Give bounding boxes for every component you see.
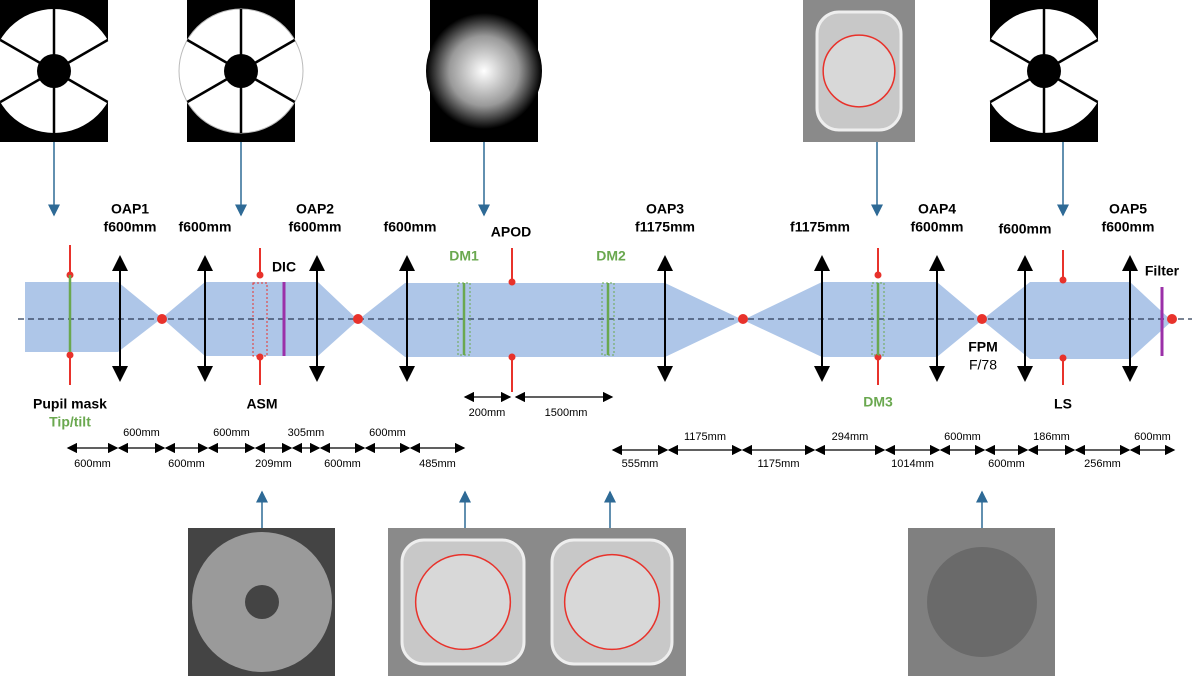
lens-focal: f1175mm — [635, 219, 695, 235]
lens-focal: f600mm — [289, 219, 342, 235]
distance-label: 600mm — [944, 431, 981, 443]
lens-name: OAP2 — [296, 201, 334, 217]
obstruction — [224, 54, 258, 88]
focus — [1167, 314, 1177, 324]
tip-tilt-label: Tip/tilt — [49, 414, 91, 430]
stage-dot — [1059, 276, 1067, 284]
beam — [25, 282, 1172, 359]
obstruction — [1027, 54, 1061, 88]
distance-label: 294mm — [832, 431, 869, 443]
filter-label: Filter — [1145, 263, 1180, 279]
dm-image — [563, 553, 661, 651]
stage-dot — [874, 271, 882, 279]
lens-name: OAP5 — [1109, 201, 1147, 217]
ls-label: LS — [1054, 396, 1072, 412]
stage-dot — [1059, 354, 1067, 362]
dm1-label: DM1 — [449, 248, 479, 264]
distance-label: 1175mm — [684, 431, 726, 443]
distance-label: 209mm — [255, 458, 292, 470]
distance-label: 555mm — [622, 458, 659, 470]
focus — [157, 314, 167, 324]
lens-focal: f600mm — [911, 219, 964, 235]
lens-name: OAP3 — [646, 201, 684, 217]
lens-focal: f1175mm — [790, 219, 850, 235]
focus — [977, 314, 987, 324]
stage-dot — [256, 271, 264, 279]
asm-label: ASM — [246, 396, 277, 412]
dm2-label: DM2 — [596, 248, 626, 264]
spacing-label: 1500mm — [545, 407, 588, 419]
apod-image — [426, 13, 542, 129]
distance-label: 600mm — [324, 458, 361, 470]
dm-image — [414, 553, 512, 651]
distance-label: 256mm — [1084, 458, 1121, 470]
dm-image — [822, 34, 896, 108]
lens-focal: f600mm — [999, 221, 1052, 237]
distance-label: 305mm — [288, 427, 325, 439]
lens-focal: f600mm — [1102, 219, 1155, 235]
lens-focal: f600mm — [384, 219, 437, 235]
spacing-label: 200mm — [469, 407, 506, 419]
distance-label: 600mm — [988, 458, 1025, 470]
distance-label: 485mm — [419, 458, 456, 470]
fpm-ratio: F/78 — [969, 357, 997, 373]
lens-name: OAP1 — [111, 201, 149, 217]
asm-plane — [252, 282, 268, 357]
asm-map — [245, 585, 279, 619]
distance-label: 600mm — [168, 458, 205, 470]
distance-label: 600mm — [74, 458, 111, 470]
focus — [738, 314, 748, 324]
distance-label: 600mm — [1134, 431, 1171, 443]
lens-name: OAP4 — [918, 201, 956, 217]
stage-dot — [508, 353, 516, 361]
dm3-label: DM3 — [863, 394, 893, 410]
stage-dot — [66, 351, 74, 359]
fpm-label: FPM — [968, 339, 998, 355]
distance-label: 186mm — [1033, 431, 1070, 443]
distance-label: 600mm — [213, 427, 250, 439]
lens-focal: f600mm — [104, 219, 157, 235]
distance-label: 1175mm — [758, 458, 800, 470]
stage-dot — [256, 353, 264, 361]
pupil-mask-label: Pupil mask — [33, 396, 107, 412]
obstruction — [37, 54, 71, 88]
distance-label: 600mm — [123, 427, 160, 439]
stage-dot — [508, 278, 516, 286]
phase-map — [927, 547, 1037, 657]
dic-label: DIC — [272, 259, 296, 275]
lens-focal: f600mm — [179, 219, 232, 235]
distance-label: 600mm — [369, 427, 406, 439]
focus — [353, 314, 363, 324]
distance-label: 1014mm — [891, 458, 934, 470]
apod-label: APOD — [491, 224, 531, 240]
